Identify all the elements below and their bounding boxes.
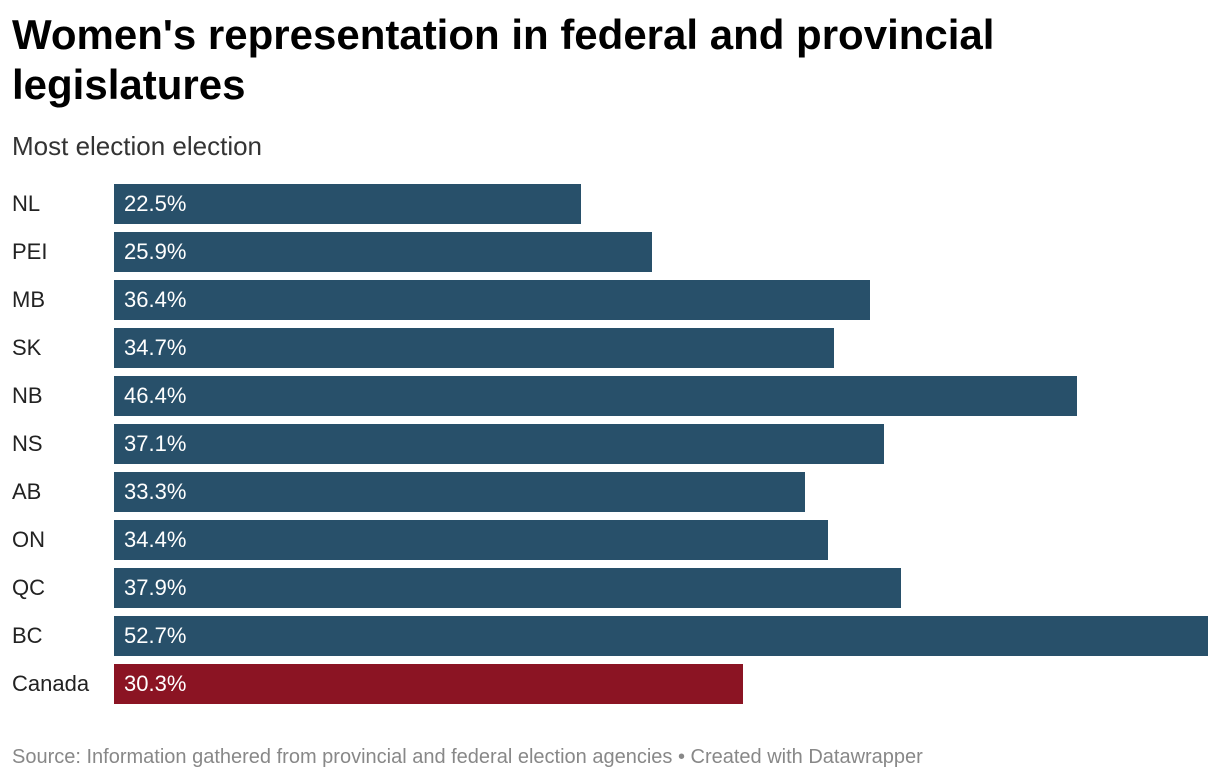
- source-footer: Source: Information gathered from provin…: [12, 746, 923, 768]
- bar-value-label: 37.1%: [124, 431, 187, 456]
- bar-value-label: 52.7%: [124, 623, 187, 648]
- category-label: Canada: [12, 671, 90, 696]
- chart-title: Women's representation in federal and pr…: [12, 11, 995, 108]
- bar-value-label: 36.4%: [124, 287, 187, 312]
- bar: 34.4%: [114, 520, 828, 560]
- category-label: QC: [12, 575, 45, 600]
- bar-value-label: 33.3%: [124, 479, 187, 504]
- category-label: AB: [12, 479, 42, 504]
- bar: 33.3%: [114, 472, 805, 512]
- bar: 22.5%: [114, 184, 581, 224]
- chart-subtitle: Most election election: [12, 131, 263, 161]
- bar: 25.9%: [114, 232, 652, 272]
- category-label: NL: [12, 191, 41, 216]
- category-label: PEI: [12, 239, 48, 264]
- category-label: BC: [12, 623, 43, 648]
- bar: 36.4%: [114, 280, 870, 320]
- bar-value-label: 25.9%: [124, 239, 187, 264]
- bar: 37.1%: [114, 424, 884, 464]
- bar: 37.9%: [114, 568, 901, 608]
- bar-value-label: 22.5%: [124, 191, 187, 216]
- bar-value-label: 34.7%: [124, 335, 187, 360]
- bar-value-label: 34.4%: [124, 527, 187, 552]
- category-label: MB: [12, 287, 45, 312]
- bar-value-label: 46.4%: [124, 383, 187, 408]
- category-label: ON: [12, 527, 45, 552]
- bar-value-label: 37.9%: [124, 575, 187, 600]
- bar: 52.7%: [114, 616, 1208, 656]
- bar: 30.3%: [114, 664, 743, 704]
- category-label: NS: [12, 431, 43, 456]
- category-label: SK: [12, 335, 42, 360]
- category-label: NB: [12, 383, 43, 408]
- bar-value-label: 30.3%: [124, 671, 187, 696]
- bar: 34.7%: [114, 328, 834, 368]
- bar: 46.4%: [114, 376, 1077, 416]
